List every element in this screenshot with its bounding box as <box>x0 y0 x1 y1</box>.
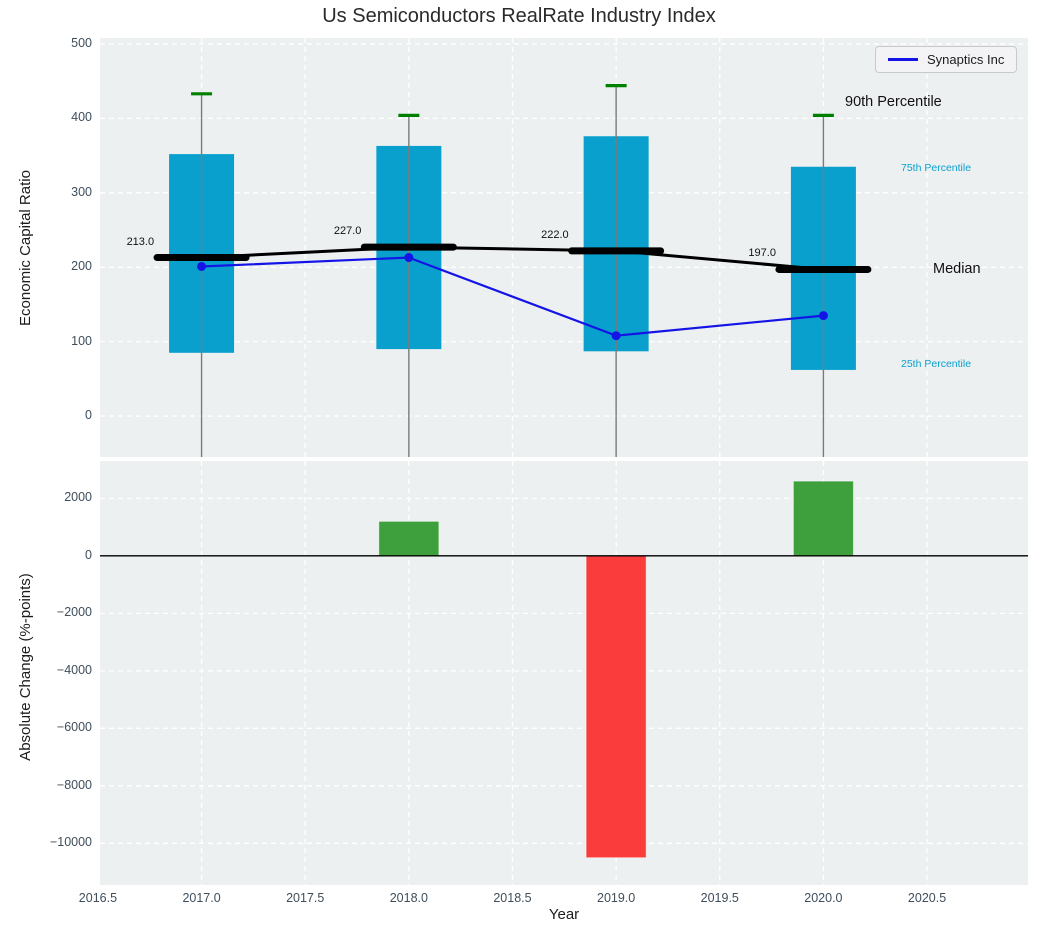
bottom-y-tick-label: −10000 <box>49 835 92 850</box>
x-tick-label: 2020.0 <box>804 891 843 905</box>
bottom-y-tick-label: 0 <box>85 547 92 562</box>
top-axes <box>100 38 1028 457</box>
median-value-label: 227.0 <box>333 225 362 238</box>
x-tick-label: 2019.0 <box>597 891 636 905</box>
x-tick-label: 2017.0 <box>182 891 221 905</box>
bottom-axes-canvas <box>100 461 1028 885</box>
chart-title: Us Semiconductors RealRate Industry Inde… <box>322 5 716 27</box>
change-bar <box>585 555 647 859</box>
change-bar <box>378 520 440 557</box>
synaptics-line <box>201 256 824 337</box>
synaptics-point <box>818 311 828 321</box>
top-y-tick-label: 200 <box>71 259 92 274</box>
bottom-y-tick-label: −4000 <box>56 662 92 677</box>
bottom-y-tick-label: −2000 <box>56 605 92 620</box>
median-value-label: 222.0 <box>541 228 569 241</box>
x-tick-label: 2018.0 <box>389 891 428 905</box>
synaptics-point <box>197 261 207 271</box>
top-axes-canvas <box>100 38 1028 457</box>
x-axis-label: Year <box>548 906 580 923</box>
bottom-y-tick-label: −8000 <box>56 777 92 792</box>
top-y-tick-label: 500 <box>71 35 92 50</box>
x-tick-label: 2018.5 <box>493 891 532 905</box>
median-value-label: 213.0 <box>126 235 155 248</box>
x-tick-label: 2016.5 <box>78 891 118 905</box>
median-line <box>201 245 824 271</box>
legend-label: Synaptics Inc <box>927 52 1005 67</box>
bottom-axes <box>100 461 1028 885</box>
annotation-75th-percentile: 75th Percentile <box>901 162 972 174</box>
legend-line-sample <box>888 58 918 61</box>
top-y-tick-label: 100 <box>71 333 92 348</box>
bottom-y-tick-label: 2000 <box>64 490 92 505</box>
top-y-axis-label: Economic Capital Ratio <box>17 170 34 326</box>
x-tick-label: 2019.5 <box>700 891 739 905</box>
annotation-median: Median <box>933 261 981 277</box>
median-value-label: 197.0 <box>748 247 776 260</box>
bottom-y-tick-label: −6000 <box>56 720 92 735</box>
change-bar <box>792 480 854 557</box>
top-y-tick-label: 0 <box>85 408 92 423</box>
annotation-25th-percentile: 25th Percentile <box>901 358 972 370</box>
top-y-tick-label: 400 <box>71 110 92 125</box>
x-tick-label: 2020.5 <box>907 891 947 905</box>
x-tick-label: 2017.5 <box>286 891 325 905</box>
annotation-90th-percentile: 90th Percentile <box>845 94 942 110</box>
legend: Synaptics Inc <box>875 46 1018 73</box>
synaptics-point <box>611 331 621 341</box>
synaptics-point <box>404 253 414 263</box>
top-y-tick-label: 300 <box>71 184 92 199</box>
